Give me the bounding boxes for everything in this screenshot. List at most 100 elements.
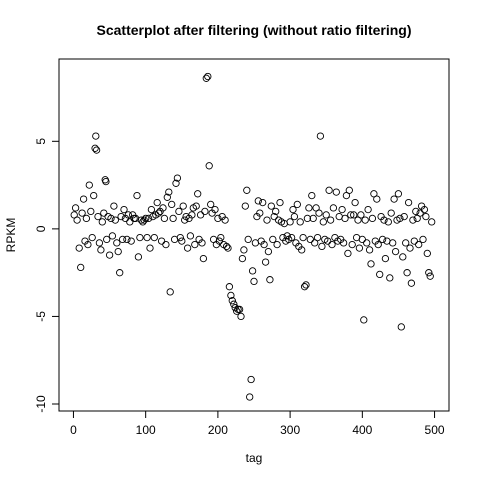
data-point bbox=[111, 203, 117, 209]
data-point bbox=[89, 234, 95, 240]
data-points bbox=[71, 73, 435, 400]
data-point bbox=[342, 215, 348, 221]
data-point bbox=[169, 201, 175, 207]
data-point bbox=[377, 271, 383, 277]
data-point bbox=[109, 233, 115, 239]
data-point bbox=[151, 234, 157, 240]
data-point bbox=[93, 133, 99, 139]
data-point bbox=[274, 241, 280, 247]
data-point bbox=[395, 191, 401, 197]
data-point bbox=[400, 254, 406, 260]
data-point bbox=[319, 243, 325, 249]
x-axis: 0 100 200 300 400 500 bbox=[70, 411, 445, 437]
data-point bbox=[86, 182, 92, 188]
data-point bbox=[429, 219, 435, 225]
data-point bbox=[202, 208, 208, 214]
data-point bbox=[241, 247, 247, 253]
data-point bbox=[346, 187, 352, 193]
data-point bbox=[306, 205, 312, 211]
data-point bbox=[366, 247, 372, 253]
y-axis: -10 -5 0 5 bbox=[34, 138, 59, 413]
data-point bbox=[408, 280, 414, 286]
data-point bbox=[405, 199, 411, 205]
data-point bbox=[215, 215, 221, 221]
data-point bbox=[265, 248, 271, 254]
data-point bbox=[117, 270, 123, 276]
data-point bbox=[300, 234, 306, 240]
data-point bbox=[277, 199, 283, 205]
data-point bbox=[200, 255, 206, 261]
data-point bbox=[115, 248, 121, 254]
data-point bbox=[93, 147, 99, 153]
data-point bbox=[83, 215, 89, 221]
x-tick-label: 200 bbox=[208, 423, 228, 437]
data-point bbox=[92, 145, 98, 151]
data-point bbox=[72, 205, 78, 211]
data-point bbox=[225, 245, 231, 251]
data-point bbox=[195, 191, 201, 197]
data-point bbox=[249, 268, 255, 274]
data-point bbox=[297, 219, 303, 225]
data-point bbox=[104, 236, 110, 242]
data-point bbox=[239, 255, 245, 261]
data-point bbox=[197, 212, 203, 218]
data-point bbox=[391, 196, 397, 202]
data-point bbox=[329, 241, 335, 247]
data-point bbox=[203, 75, 209, 81]
data-point bbox=[127, 219, 133, 225]
y-tick-label: 5 bbox=[34, 138, 48, 145]
data-point bbox=[317, 133, 323, 139]
data-point bbox=[404, 270, 410, 276]
data-point bbox=[417, 210, 423, 216]
data-point bbox=[176, 208, 182, 214]
x-axis-label: tag bbox=[246, 451, 263, 465]
x-tick-label: 0 bbox=[70, 423, 77, 437]
data-point bbox=[248, 376, 254, 382]
data-point bbox=[326, 187, 332, 193]
data-point bbox=[78, 264, 84, 270]
data-point bbox=[206, 163, 212, 169]
plot-frame bbox=[59, 59, 449, 411]
data-point bbox=[163, 241, 169, 247]
x-tick-label: 500 bbox=[425, 423, 445, 437]
data-point bbox=[79, 210, 85, 216]
data-point bbox=[184, 245, 190, 251]
data-point bbox=[226, 284, 232, 290]
chart-title: Scatterplot after filtering (without rat… bbox=[97, 22, 412, 38]
data-point bbox=[99, 219, 105, 225]
data-point bbox=[106, 252, 112, 258]
data-point bbox=[359, 236, 365, 242]
data-point bbox=[294, 201, 300, 207]
data-point bbox=[76, 245, 82, 251]
data-point bbox=[424, 250, 430, 256]
data-point bbox=[260, 199, 266, 205]
data-point bbox=[135, 254, 141, 260]
data-point bbox=[407, 245, 413, 251]
data-point bbox=[238, 313, 244, 319]
data-point bbox=[114, 240, 120, 246]
data-point bbox=[247, 394, 253, 400]
data-point bbox=[98, 247, 104, 253]
data-point bbox=[382, 255, 388, 261]
data-point bbox=[420, 236, 426, 242]
data-point bbox=[410, 217, 416, 223]
data-point bbox=[180, 203, 186, 209]
data-point bbox=[388, 210, 394, 216]
data-point bbox=[74, 217, 80, 223]
data-point bbox=[118, 213, 124, 219]
data-point bbox=[365, 206, 371, 212]
data-point bbox=[323, 212, 329, 218]
data-point bbox=[291, 213, 297, 219]
data-point bbox=[309, 192, 315, 198]
data-point bbox=[345, 250, 351, 256]
data-point bbox=[320, 219, 326, 225]
data-point bbox=[385, 219, 391, 225]
data-point bbox=[262, 259, 268, 265]
data-point bbox=[362, 217, 368, 223]
data-point bbox=[374, 196, 380, 202]
data-point bbox=[251, 278, 257, 284]
data-point bbox=[339, 206, 345, 212]
data-point bbox=[91, 192, 97, 198]
data-point bbox=[154, 199, 160, 205]
